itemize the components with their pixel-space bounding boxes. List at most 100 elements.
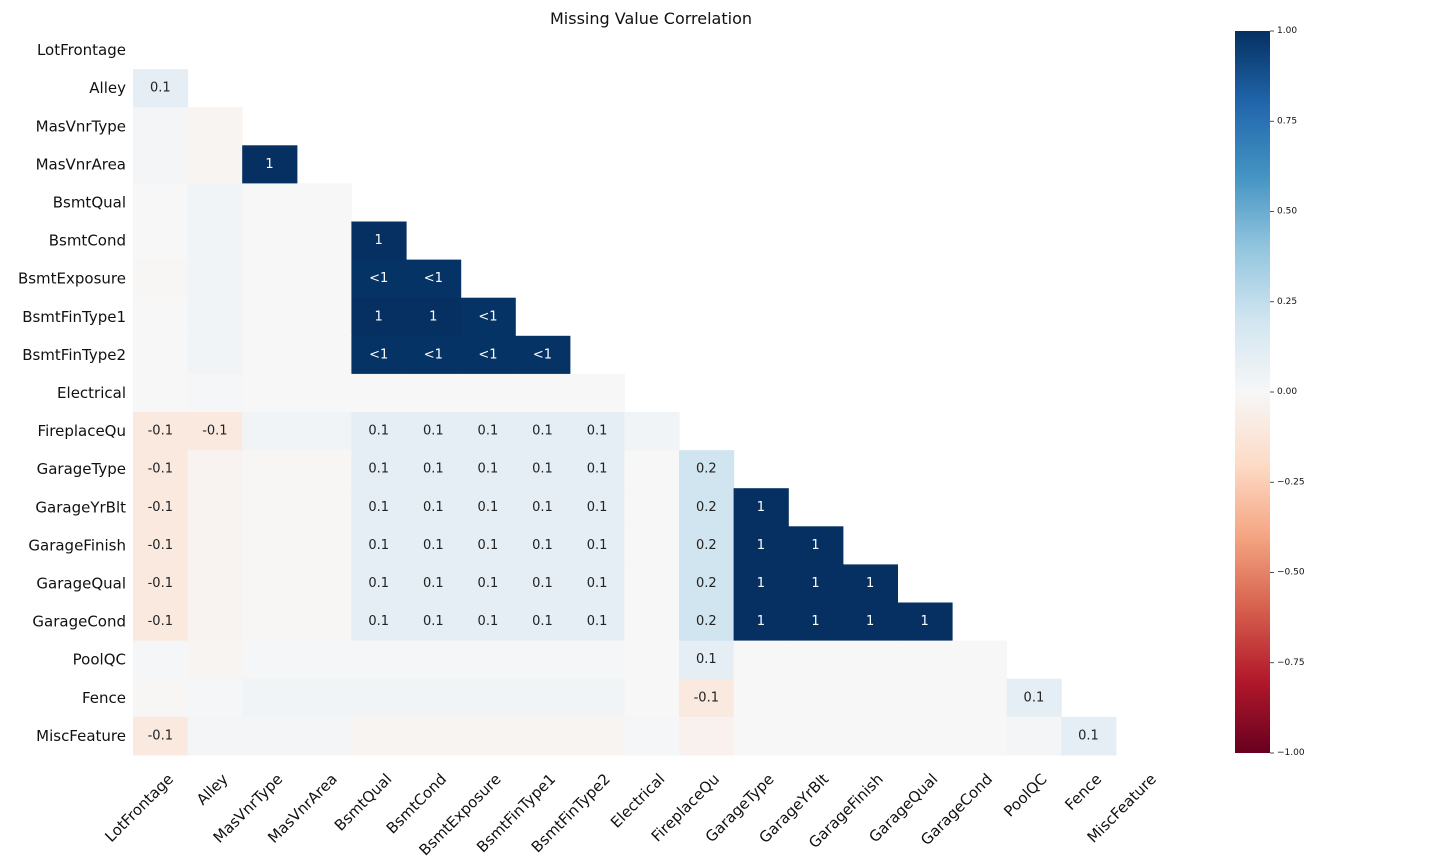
cell-label-GarageQual-GarageFinish: 1 bbox=[866, 576, 874, 591]
cell-label-GarageFinish-BsmtFinType1: 0.1 bbox=[532, 538, 553, 553]
colorbar-gradient bbox=[1235, 31, 1270, 753]
row-label-BsmtFinType1: BsmtFinType1 bbox=[22, 308, 126, 326]
heatmap-cell-MiscFeature-Electrical bbox=[624, 716, 680, 756]
heatmap-cell-GarageFinish-GarageType bbox=[733, 526, 789, 565]
heatmap-cell-GarageCond-MasVnrType bbox=[242, 602, 298, 642]
heatmap-cell-BsmtFinType1-MasVnrArea bbox=[296, 297, 352, 337]
heatmap-cell-BsmtFinType2-BsmtQual bbox=[351, 335, 407, 375]
heatmap-cell-GarageFinish-BsmtQual bbox=[351, 526, 407, 565]
heatmap-cell-GarageQual-FireplaceQu bbox=[679, 564, 735, 604]
heatmap-cell-BsmtExposure-LotFrontage bbox=[133, 259, 189, 299]
colorbar-tick-label: 1.00 bbox=[1277, 26, 1297, 36]
heatmap-cell-GarageFinish-BsmtFinType1 bbox=[515, 526, 571, 565]
heatmap-cell-PoolQC-MasVnrArea bbox=[296, 640, 352, 680]
chart-title: Missing Value Correlation bbox=[550, 9, 752, 28]
heatmap-cell-GarageCond-BsmtExposure bbox=[460, 602, 516, 642]
colorbar-tick-label: 0.75 bbox=[1277, 116, 1297, 126]
heatmap-cells: 0.1 1 1 <1 <1 1 1 <1 <1 <1 <1 <1 -0.1 -0.1 0.1 0.1 0.1 0.… bbox=[133, 69, 1117, 756]
cell-label-GarageFinish-BsmtCond: 0.1 bbox=[423, 538, 444, 553]
heatmap-cell-GarageYrBlt-Electrical bbox=[624, 488, 680, 527]
cell-label-GarageYrBlt-FireplaceQu: 0.2 bbox=[696, 500, 717, 515]
heatmap-cell-GarageFinish-BsmtCond bbox=[406, 526, 462, 565]
cell-label-GarageType-BsmtFinType1: 0.1 bbox=[532, 462, 553, 477]
cell-label-BsmtFinType1-BsmtCond: 1 bbox=[429, 309, 437, 324]
heatmap-cell-BsmtFinType2-BsmtCond bbox=[406, 335, 462, 375]
cell-label-GarageCond-BsmtFinType2: 0.1 bbox=[587, 614, 608, 629]
heatmap-cell-PoolQC-BsmtCond bbox=[406, 640, 462, 680]
heatmap-cell-FireplaceQu-MasVnrArea bbox=[296, 412, 352, 451]
heatmap-cell-BsmtFinType2-MasVnrArea bbox=[296, 335, 352, 375]
heatmap-cell-BsmtFinType2-BsmtExposure bbox=[460, 335, 516, 375]
heatmap-cell-GarageType-Alley bbox=[187, 450, 243, 489]
cell-label-GarageType-BsmtCond: 0.1 bbox=[423, 462, 444, 477]
heatmap-cell-MiscFeature-GarageQual bbox=[897, 716, 953, 756]
heatmap-cell-GarageYrBlt-BsmtCond bbox=[406, 488, 462, 527]
heatmap-cell-BsmtQual-MasVnrType bbox=[242, 183, 298, 223]
heatmap-cell-MiscFeature-Fence bbox=[1061, 716, 1117, 756]
heatmap-cell-Fence-BsmtFinType2 bbox=[569, 678, 625, 718]
row-label-MasVnrType: MasVnrType bbox=[36, 117, 126, 135]
cell-label-BsmtFinType2-BsmtFinType1: <1 bbox=[533, 347, 552, 362]
heatmap-cell-Electrical-Alley bbox=[187, 373, 243, 413]
heatmap-cell-BsmtFinType1-BsmtExposure bbox=[460, 297, 516, 337]
cell-label-GarageYrBlt-BsmtFinType2: 0.1 bbox=[587, 500, 608, 515]
heatmap-cell-GarageYrBlt-BsmtQual bbox=[351, 488, 407, 527]
heatmap-cell-GarageCond-GarageYrBlt bbox=[788, 602, 844, 642]
heatmap-cell-PoolQC-BsmtFinType1 bbox=[515, 640, 571, 680]
column-label-Alley: Alley bbox=[193, 770, 232, 809]
heatmap-cell-FireplaceQu-BsmtCond bbox=[406, 412, 462, 451]
heatmap-cell-GarageQual-GarageType bbox=[733, 564, 789, 604]
heatmap-cell-BsmtFinType2-BsmtFinType1 bbox=[515, 335, 571, 375]
heatmap-cell-Fence-MasVnrArea bbox=[296, 678, 352, 718]
heatmap-cell-GarageQual-GarageYrBlt bbox=[788, 564, 844, 604]
heatmap-cell-Fence-GarageQual bbox=[897, 678, 953, 718]
heatmap-cell-GarageFinish-MasVnrType bbox=[242, 526, 298, 565]
row-label-MasVnrArea: MasVnrArea bbox=[36, 155, 126, 173]
heatmap-cell-BsmtFinType1-LotFrontage bbox=[133, 297, 189, 337]
cell-label-GarageYrBlt-LotFrontage: -0.1 bbox=[148, 500, 173, 515]
heatmap-cell-MiscFeature-GarageCond bbox=[952, 716, 1008, 756]
heatmap-cell-GarageQual-Electrical bbox=[624, 564, 680, 604]
heatmap-cell-GarageCond-FireplaceQu bbox=[679, 602, 735, 642]
cell-label-GarageType-LotFrontage: -0.1 bbox=[148, 462, 173, 477]
heatmap-cell-MiscFeature-PoolQC bbox=[1006, 716, 1062, 756]
heatmap-cell-Fence-BsmtQual bbox=[351, 678, 407, 718]
heatmap-cell-GarageCond-BsmtCond bbox=[406, 602, 462, 642]
heatmap-cell-GarageYrBlt-BsmtExposure bbox=[460, 488, 516, 527]
cell-label-FireplaceQu-LotFrontage: -0.1 bbox=[148, 424, 173, 439]
heatmap-cell-Fence-GarageCond bbox=[952, 678, 1008, 718]
row-label-PoolQC: PoolQC bbox=[73, 651, 126, 669]
cell-label-GarageCond-BsmtExposure: 0.1 bbox=[478, 614, 499, 629]
heatmap-cell-BsmtFinType1-BsmtCond bbox=[406, 297, 462, 337]
heatmap-cell-GarageYrBlt-MasVnrType bbox=[242, 488, 298, 527]
cell-label-GarageCond-GarageYrBlt: 1 bbox=[811, 614, 819, 629]
heatmap-cell-PoolQC-MasVnrType bbox=[242, 640, 298, 680]
heatmap-cell-GarageType-BsmtCond bbox=[406, 450, 462, 489]
heatmap-cell-BsmtFinType1-MasVnrType bbox=[242, 297, 298, 337]
heatmap-cell-FireplaceQu-MasVnrType bbox=[242, 412, 298, 451]
heatmap-cell-BsmtFinType2-MasVnrType bbox=[242, 335, 298, 375]
heatmap-cell-Electrical-BsmtFinType1 bbox=[515, 373, 571, 413]
heatmap-cell-MasVnrArea-LotFrontage bbox=[133, 145, 189, 184]
heatmap-cell-Electrical-BsmtQual bbox=[351, 373, 407, 413]
cell-label-GarageCond-FireplaceQu: 0.2 bbox=[696, 614, 717, 629]
row-label-GarageYrBlt: GarageYrBlt bbox=[35, 498, 126, 516]
cell-label-BsmtFinType1-BsmtExposure: <1 bbox=[478, 309, 497, 324]
column-labels: LotFrontage AlleyMasVnrTypeMasVnrAreaBsmt… bbox=[101, 770, 1159, 859]
heatmap-cell-GarageFinish-FireplaceQu bbox=[679, 526, 735, 565]
heatmap-cell-GarageQual-BsmtFinType1 bbox=[515, 564, 571, 604]
cell-label-MiscFeature-LotFrontage: -0.1 bbox=[148, 728, 173, 743]
row-label-FireplaceQu: FireplaceQu bbox=[38, 422, 126, 440]
heatmap-cell-GarageQual-BsmtFinType2 bbox=[569, 564, 625, 604]
row-label-Alley: Alley bbox=[89, 79, 126, 97]
heatmap-cell-PoolQC-BsmtFinType2 bbox=[569, 640, 625, 680]
cell-label-GarageQual-GarageYrBlt: 1 bbox=[811, 576, 819, 591]
heatmap-cell-GarageType-BsmtFinType1 bbox=[515, 450, 571, 489]
heatmap-cell-FireplaceQu-BsmtFinType1 bbox=[515, 412, 571, 451]
cell-label-GarageQual-BsmtQual: 0.1 bbox=[368, 576, 389, 591]
heatmap-cell-PoolQC-GarageFinish bbox=[842, 640, 898, 680]
heatmap-cell-MiscFeature-GarageType bbox=[733, 716, 789, 756]
cell-label-FireplaceQu-Alley: -0.1 bbox=[202, 424, 227, 439]
heatmap-cell-Fence-Electrical bbox=[624, 678, 680, 718]
heatmap-cell-GarageQual-BsmtQual bbox=[351, 564, 407, 604]
